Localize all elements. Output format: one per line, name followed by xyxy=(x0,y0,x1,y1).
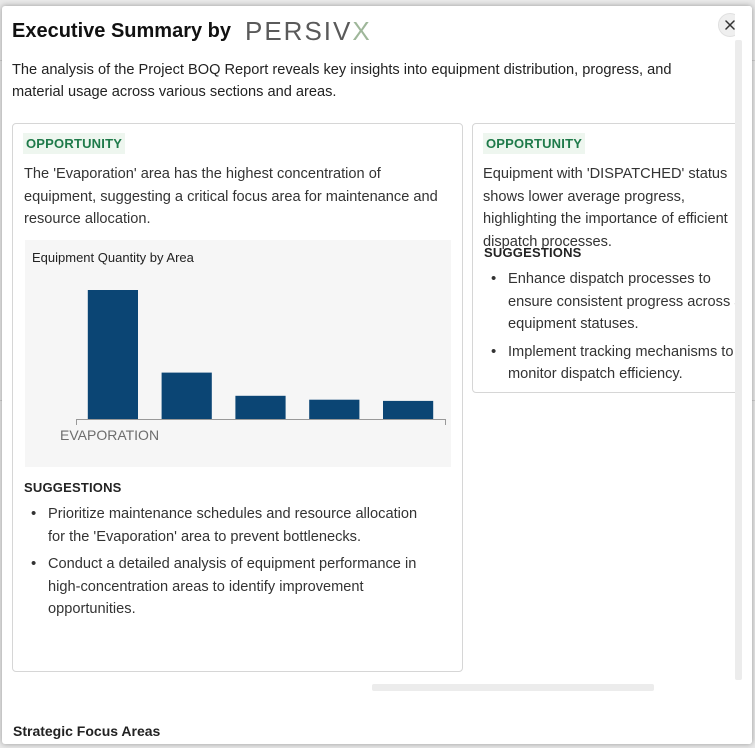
executive-summary-modal: Executive Summary by PERSIVX The analysi… xyxy=(2,6,752,744)
suggestions-list: Prioritize maintenance schedules and res… xyxy=(24,503,424,626)
insight-card: OPPORTUNITY Equipment with 'DISPATCHED' … xyxy=(472,123,752,393)
close-icon xyxy=(725,20,735,30)
chart-bar[interactable] xyxy=(235,395,286,419)
chart-bar[interactable] xyxy=(87,290,138,419)
chart-bar[interactable] xyxy=(161,372,212,419)
chart-bar[interactable] xyxy=(383,400,434,419)
chart-bar[interactable] xyxy=(309,399,360,419)
intro-paragraph: The analysis of the Project BOQ Report r… xyxy=(12,62,672,100)
equipment-chart: Equipment Quantity by Area EVAPORATION xyxy=(25,240,451,467)
opportunity-tag: OPPORTUNITY xyxy=(23,133,126,154)
suggestions-heading: SUGGESTIONS xyxy=(24,480,122,495)
suggestion-item: Prioritize maintenance schedules and res… xyxy=(24,503,424,548)
suggestions-list: Enhance dispatch processes to ensure con… xyxy=(484,268,752,391)
modal-header: Executive Summary by PERSIVX xyxy=(12,16,372,46)
chart-tick-label: EVAPORATION xyxy=(60,427,159,443)
persivx-logo: PERSIVX xyxy=(245,16,372,47)
logo-accent-text: X xyxy=(352,15,372,46)
modal-title: Executive Summary by xyxy=(12,19,231,42)
horizontal-scrollbar[interactable] xyxy=(372,684,654,691)
chart-plot: EVAPORATION xyxy=(60,290,446,443)
section-heading-strategic-focus: Strategic Focus Areas xyxy=(13,723,161,739)
insight-card: OPPORTUNITY The 'Evaporation' area has t… xyxy=(12,123,463,672)
opportunity-tag: OPPORTUNITY xyxy=(483,133,586,154)
insight-text: The 'Evaporation' area has the highest c… xyxy=(24,166,438,227)
suggestions-heading: SUGGESTIONS xyxy=(484,245,582,260)
insight-text: Equipment with 'DISPATCHED' status shows… xyxy=(483,166,728,250)
chart-title: Equipment Quantity by Area xyxy=(32,250,194,265)
suggestion-item: Enhance dispatch processes to ensure con… xyxy=(484,268,752,336)
vertical-scrollbar[interactable] xyxy=(735,40,742,680)
suggestion-item: Implement tracking mechanisms to monitor… xyxy=(484,341,752,386)
suggestion-item: Conduct a detailed analysis of equipment… xyxy=(24,553,424,621)
logo-main-text: PERSIV xyxy=(245,15,353,46)
